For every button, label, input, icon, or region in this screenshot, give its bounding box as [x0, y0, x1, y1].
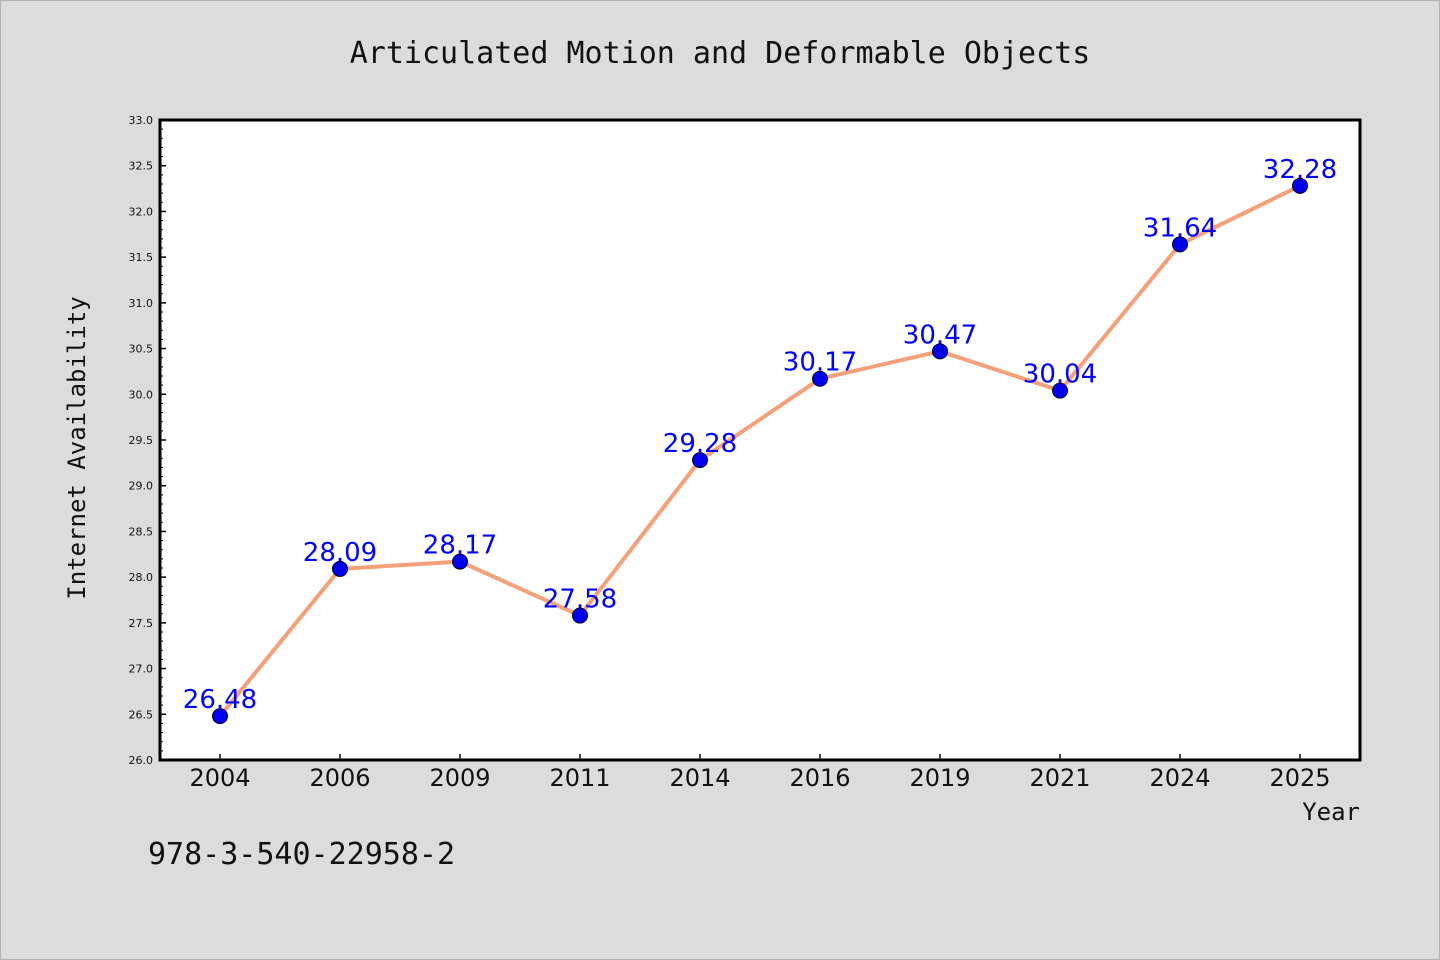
x-tick-label: 2014: [669, 764, 730, 792]
x-axis: 2004 2006 2009 2011 2014 2016 2019 2021 2024 2025: [189, 754, 1331, 792]
data-point: [692, 452, 708, 469]
y-tick-label: 32.5: [129, 160, 154, 173]
x-tick-label: 2024: [1149, 764, 1210, 792]
x-tick-label: 2006: [309, 764, 370, 792]
y-tick-label: 30.5: [129, 343, 154, 356]
x-axis-label: Year: [1302, 798, 1360, 826]
data-point: [932, 343, 948, 360]
x-tick-label: 2009: [429, 764, 490, 792]
data-label: 31.64: [1143, 213, 1217, 243]
y-tick-label: 29.5: [129, 434, 154, 447]
series-markers: [212, 177, 1308, 725]
series-line: [218, 184, 1301, 718]
y-tick-label: 29.0: [129, 480, 154, 493]
y-tick-label: 30.0: [129, 388, 154, 401]
data-label: 26.48: [183, 685, 257, 715]
y-tick-label: 28.0: [129, 571, 154, 584]
y-tick-label: 27.5: [129, 617, 154, 630]
plot-area: [158, 118, 1362, 762]
data-label: 32.28: [1263, 155, 1337, 185]
y-axis: 26.0 26.5 27.0 27.5 28.0 28.5 29.0 29.5 30.0 30.5…: [129, 114, 166, 767]
data-point: [572, 607, 588, 624]
y-axis-label: Internet Availability: [63, 296, 91, 599]
data-label: 30.04: [1023, 360, 1097, 390]
data-label: 30.47: [903, 320, 977, 350]
data-labels: 26.48 28.09 28.17 27.58 29.28 30.17 30.47 30.04…: [183, 155, 1337, 715]
footnote: 978-3-540-22958-2: [148, 837, 455, 872]
y-tick-label: 32.0: [129, 205, 154, 218]
data-label: 30.17: [783, 348, 857, 378]
data-label: 27.58: [543, 585, 617, 615]
y-tick-label: 33.0: [129, 114, 154, 127]
x-tick-label: 2004: [189, 764, 250, 792]
data-point: [212, 708, 228, 725]
y-tick-label: 31.5: [129, 251, 154, 264]
x-tick-label: 2021: [1029, 764, 1090, 792]
data-label: 28.17: [423, 531, 497, 561]
data-label: 29.28: [663, 429, 737, 459]
data-point: [812, 370, 828, 387]
data-label: 28.09: [303, 538, 377, 568]
chart-title: Articulated Motion and Deformable Object…: [350, 36, 1091, 71]
data-point: [1052, 382, 1068, 399]
x-tick-label: 2011: [549, 764, 610, 792]
y-tick-label: 26.5: [129, 708, 154, 721]
data-point: [452, 553, 468, 570]
x-tick-label: 2016: [789, 764, 850, 792]
y-tick-label: 31.0: [129, 297, 154, 310]
y-tick-label: 26.0: [129, 754, 154, 767]
x-tick-label: 2019: [909, 764, 970, 792]
y-tick-label: 28.5: [129, 525, 154, 538]
data-point: [1292, 177, 1308, 194]
x-tick-label: 2025: [1269, 764, 1330, 792]
data-point: [1172, 236, 1188, 253]
data-point: [332, 560, 348, 577]
y-tick-label: 27.0: [129, 663, 154, 676]
